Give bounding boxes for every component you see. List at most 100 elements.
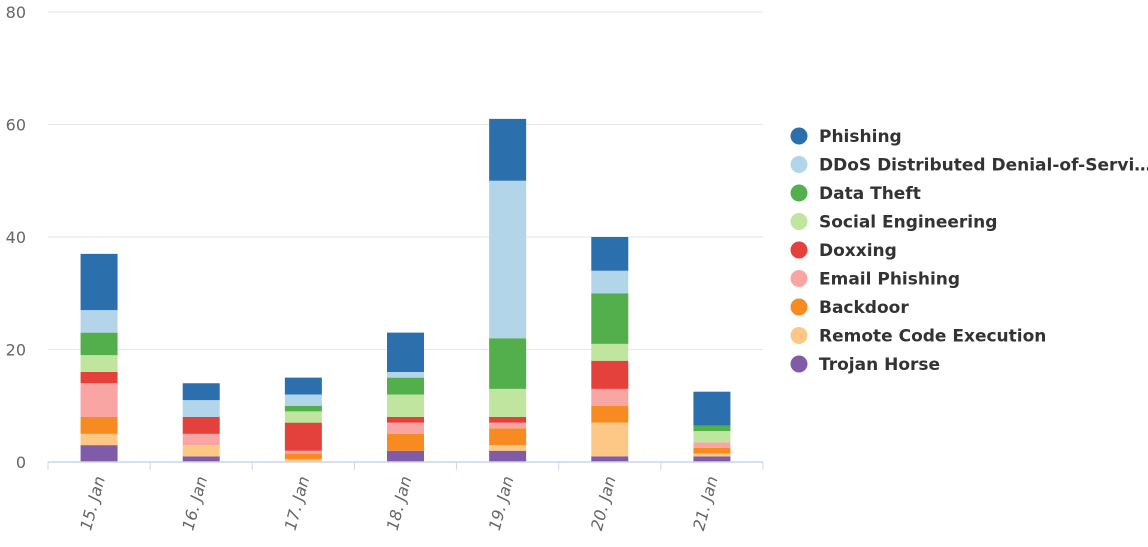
bar-segment[interactable]	[489, 388, 527, 417]
legend-item[interactable]: Social Engineering	[790, 213, 998, 233]
bar-segment[interactable]	[489, 445, 527, 451]
legend-swatch	[790, 327, 808, 344]
y-tick-label: 80	[6, 3, 26, 22]
bar-segment[interactable]	[284, 453, 322, 460]
bar-segment[interactable]	[80, 433, 118, 446]
bar-segment[interactable]	[591, 422, 629, 457]
legend-swatch	[790, 298, 808, 316]
legend-swatch	[790, 213, 808, 230]
bar-segment[interactable]	[591, 456, 629, 462]
legend-swatch	[790, 184, 808, 202]
bar-segment[interactable]	[591, 237, 629, 271]
bar-segment[interactable]	[80, 253, 118, 311]
bar-segment[interactable]	[284, 394, 322, 406]
bar-segment[interactable]	[591, 405, 629, 423]
legend-item[interactable]: DDoS Distributed Denial-of-Servi…	[790, 156, 1148, 176]
bar-segment[interactable]	[693, 391, 731, 426]
bar-segment[interactable]	[693, 453, 731, 457]
bar-segment[interactable]	[80, 310, 118, 333]
bar-segment[interactable]	[387, 332, 424, 372]
legend-label: Doxxing	[819, 241, 897, 261]
bar-segment[interactable]	[284, 405, 322, 412]
x-tick-label: 21. Jan	[689, 474, 722, 532]
bar-segment[interactable]	[387, 394, 424, 418]
legend-label: Data Theft	[819, 184, 921, 204]
bar-segment[interactable]	[591, 388, 629, 406]
bar-segment[interactable]	[284, 377, 322, 395]
legend-item[interactable]: Backdoor	[790, 298, 910, 318]
bar-segment[interactable]	[182, 417, 220, 434]
bar-segment[interactable]	[284, 459, 322, 462]
legend-item[interactable]: Phishing	[790, 127, 902, 147]
bar-segment[interactable]	[591, 360, 629, 389]
legend-item[interactable]: Doxxing	[790, 241, 897, 261]
legend-swatch	[790, 270, 808, 287]
bar-segment[interactable]	[591, 293, 629, 344]
legend-item[interactable]: Email Phishing	[790, 270, 961, 290]
bar-segment[interactable]	[591, 343, 629, 361]
bar-segment[interactable]	[489, 428, 527, 446]
bar-segment[interactable]	[284, 411, 322, 423]
bar-segment[interactable]	[693, 431, 731, 443]
bar-segment[interactable]	[387, 450, 424, 462]
legend-swatch	[790, 355, 808, 373]
legend: Phishing DDoS Distributed Denial-of-Servi…	[790, 127, 1148, 375]
bar-segment[interactable]	[489, 180, 527, 339]
legend-label: Phishing	[819, 127, 902, 147]
bar-segment[interactable]	[182, 400, 220, 417]
legend-swatch	[790, 241, 808, 259]
bar-segment[interactable]	[387, 422, 424, 434]
bar-segment[interactable]	[387, 377, 424, 395]
bar-segment[interactable]	[489, 422, 527, 429]
bar-segment[interactable]	[591, 270, 629, 294]
bar-segment[interactable]	[80, 355, 118, 372]
bar-segment[interactable]	[284, 450, 322, 454]
bar-segment[interactable]	[182, 433, 220, 446]
bar-segment[interactable]	[693, 442, 731, 448]
legend-swatch	[790, 156, 808, 173]
x-tick-label: 19. Jan	[485, 474, 518, 532]
bar-segment[interactable]	[80, 445, 118, 462]
legend-label: DDoS Distributed Denial-of-Servi…	[819, 156, 1148, 176]
y-tick-label: 40	[6, 228, 26, 247]
bar-segment[interactable]	[80, 417, 118, 434]
bar-segment[interactable]	[182, 383, 220, 401]
bar-segment[interactable]	[80, 372, 118, 384]
legend-item[interactable]: Trojan Horse	[790, 355, 941, 375]
bar-segment[interactable]	[693, 456, 731, 462]
legend-label: Social Engineering	[819, 213, 997, 233]
legend-label: Trojan Horse	[819, 355, 940, 375]
bar-segment[interactable]	[284, 422, 322, 451]
x-tick-label: 16. Jan	[178, 474, 211, 532]
legend-label: Email Phishing	[819, 270, 960, 290]
bar-segment[interactable]	[489, 118, 527, 181]
bar-segment[interactable]	[80, 383, 118, 417]
bar-segment[interactable]	[80, 332, 118, 356]
bar-segment[interactable]	[182, 445, 220, 457]
y-tick-label: 0	[16, 453, 26, 472]
y-grid: 0 20 40 60 80	[6, 3, 763, 472]
legend-label: Remote Code Execution	[819, 327, 1046, 347]
legend-label: Backdoor	[819, 298, 909, 318]
x-tick-label: 17. Jan	[281, 474, 314, 532]
bar-segment[interactable]	[693, 425, 731, 432]
bar-segment[interactable]	[387, 372, 424, 378]
bar-segment[interactable]	[489, 450, 527, 462]
bar-segment[interactable]	[693, 447, 731, 454]
legend-item[interactable]: Data Theft	[790, 184, 921, 204]
y-tick-label: 20	[6, 341, 26, 360]
bar-segment[interactable]	[489, 417, 527, 423]
y-tick-label: 60	[6, 116, 26, 135]
legend-item[interactable]: Remote Code Execution	[790, 327, 1047, 347]
bar-segment[interactable]	[182, 456, 220, 462]
x-tick-label: 20. Jan	[587, 474, 620, 532]
x-tick-label: 15. Jan	[76, 474, 109, 532]
bar-segment[interactable]	[489, 338, 527, 389]
x-axis: 15. Jan 16. Jan 17. Jan 18. Jan 19. Jan 20. J…	[47, 462, 764, 532]
legend-swatch	[790, 127, 808, 145]
x-tick-label: 18. Jan	[383, 474, 416, 532]
bar-segment[interactable]	[387, 433, 424, 451]
bar-segment[interactable]	[387, 417, 424, 423]
